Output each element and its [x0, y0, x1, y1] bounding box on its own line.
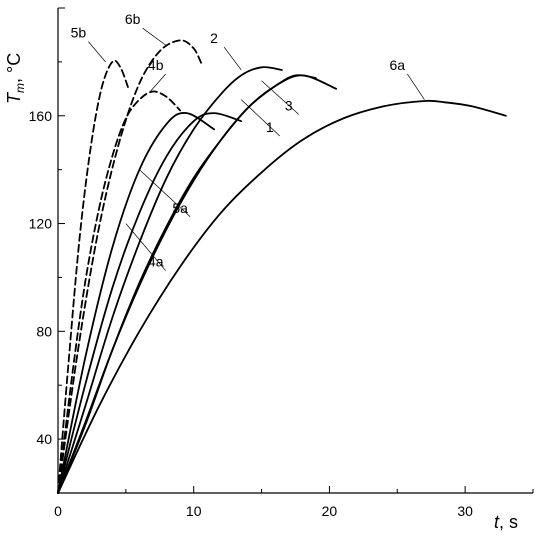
- leader-line-4b: [150, 73, 166, 92]
- x-axis-unit: , s: [499, 512, 518, 532]
- y-axis-var: T: [4, 91, 24, 104]
- curve-labels: 5b 6b 4b 2 31 5a 4a 6a: [71, 11, 425, 271]
- leader-line-4a: [125, 223, 166, 271]
- series-line-5b: [57, 59, 130, 494]
- curve-label-1: 1: [266, 119, 274, 135]
- leader-line-5a: [139, 169, 191, 218]
- curves: [57, 39, 507, 494]
- leader-line-6a: [406, 73, 425, 100]
- curve-label-6a: 6a: [389, 57, 405, 73]
- leader-line-1: [240, 99, 280, 137]
- series-line-4b: [57, 90, 181, 494]
- curve-label-5b: 5b: [71, 25, 87, 41]
- y-axis-label: Tm, °C: [4, 53, 27, 104]
- x-tick-label: 0: [54, 503, 62, 519]
- series-line-2: [57, 66, 283, 494]
- y-axis-unit: , °C: [4, 53, 24, 83]
- leader-line-3: [261, 80, 299, 115]
- y-tick-label: 40: [36, 431, 52, 447]
- leader-line-6b: [142, 27, 167, 47]
- curve-label-5a: 5a: [172, 200, 188, 216]
- leader-line-2: [223, 46, 242, 71]
- series-line-6a: [57, 99, 507, 494]
- series-line-1: [57, 74, 317, 494]
- x-tick-label: 20: [322, 503, 338, 519]
- x-tick-label: 30: [457, 503, 473, 519]
- x-axis-label: t, s: [494, 512, 518, 532]
- y-tick-label: 120: [29, 216, 53, 232]
- leader-line-5b: [88, 41, 106, 63]
- axes: 0 10 20 30 40 80 120 160: [29, 7, 534, 519]
- curve-label-4a: 4a: [148, 254, 164, 270]
- series-line-5a: [57, 112, 215, 494]
- curve-label-2: 2: [210, 30, 218, 46]
- series-line-4a: [57, 112, 243, 494]
- x-axis-var: t: [494, 512, 500, 532]
- y-tick-label: 80: [36, 323, 52, 339]
- y-axis-subscript: m: [13, 83, 27, 93]
- curve-label-6b: 6b: [125, 11, 141, 27]
- x-tick-label: 10: [186, 503, 202, 519]
- curve-label-3: 3: [285, 97, 293, 113]
- series-line-3: [57, 74, 338, 494]
- y-tick-label: 160: [29, 108, 53, 124]
- curve-label-4b: 4b: [148, 57, 164, 73]
- series-line-6b: [57, 39, 203, 494]
